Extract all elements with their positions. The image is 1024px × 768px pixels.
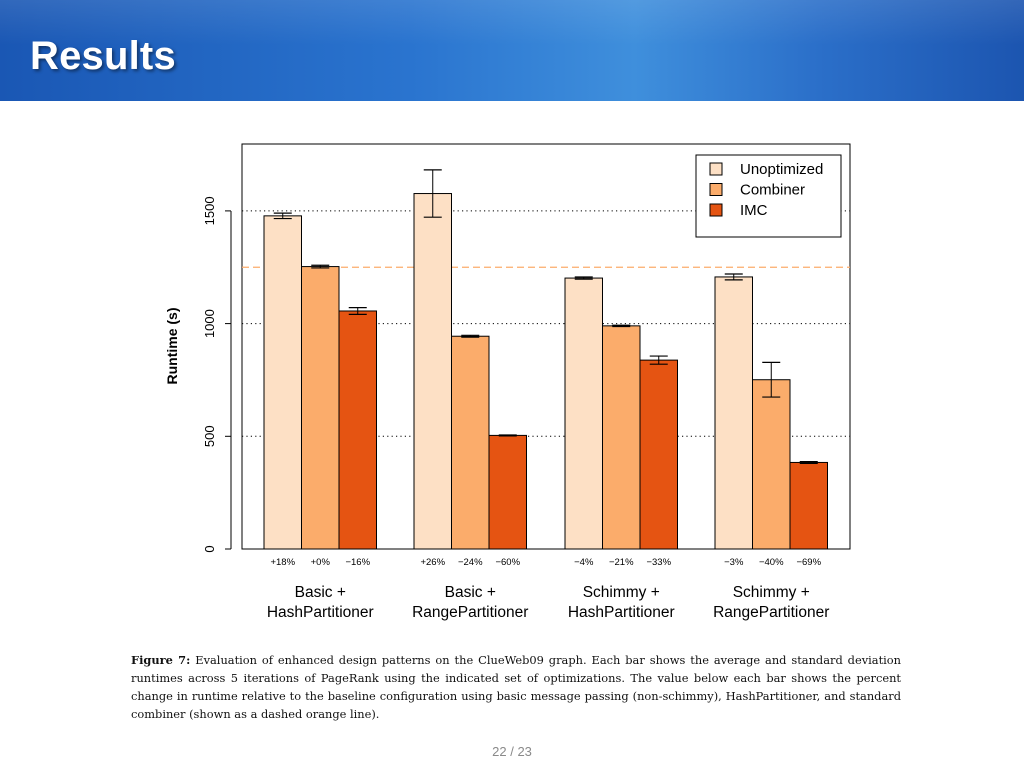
error-bar-unoptimized-2 — [423, 169, 442, 218]
error-bar-imc-3 — [649, 355, 668, 365]
pct-label-combiner-3: −21% — [609, 557, 634, 568]
error-bar-imc-2 — [498, 434, 517, 437]
error-bar-combiner-2 — [461, 334, 480, 338]
bar-imc-2 — [488, 434, 527, 550]
page-total: 23 — [517, 744, 532, 759]
category-label-3-line1: Schimmy + — [583, 584, 660, 601]
caption-label: Figure 7: — [131, 653, 191, 667]
pct-label-combiner-2: −24% — [458, 557, 483, 568]
bar-combiner-1 — [301, 266, 340, 550]
bar-imc-4 — [789, 461, 828, 550]
legend: Unoptimized Combiner IMC — [695, 154, 842, 238]
bar-combiner-2 — [451, 335, 490, 550]
legend-label-unoptimized: Unoptimized — [740, 161, 823, 178]
pct-label-imc-1: −16% — [345, 557, 370, 568]
error-bar-imc-1 — [348, 306, 367, 315]
bar-combiner-4 — [752, 379, 791, 550]
category-label-4-line2: RangePartitioner — [713, 604, 829, 621]
category-label-1-line1: Basic + — [295, 584, 346, 601]
pct-label-unoptimized-4: −3% — [724, 557, 744, 568]
bar-unoptimized-3 — [564, 277, 603, 550]
legend-swatch-imc — [709, 203, 723, 217]
bar-combiner-3 — [602, 325, 641, 550]
bar-unoptimized-4 — [714, 276, 753, 550]
pct-label-unoptimized-1: +18% — [270, 557, 295, 568]
category-label-2-line2: RangePartitioner — [412, 604, 528, 621]
figure-caption: Figure 7: Evaluation of enhanced design … — [131, 651, 901, 723]
pct-label-unoptimized-3: −4% — [574, 557, 594, 568]
bars — [263, 169, 828, 550]
category-label-1-line2: HashPartitioner — [267, 604, 374, 621]
category-label-4-line1: Schimmy + — [733, 584, 810, 601]
error-bar-unoptimized-4 — [724, 273, 743, 281]
category-label-2-line1: Basic + — [445, 584, 496, 601]
pct-label-imc-2: −60% — [495, 557, 520, 568]
y-tick-label-1000: 1000 — [202, 309, 217, 338]
legend-label-imc: IMC — [740, 202, 768, 219]
page-separator: / — [510, 744, 514, 759]
error-bar-unoptimized-1 — [273, 212, 292, 220]
legend-swatch-unoptimized — [709, 162, 723, 176]
legend-swatch-combiner — [709, 183, 723, 196]
bar-imc-1 — [338, 310, 377, 550]
bar-unoptimized-1 — [263, 215, 302, 550]
bar-imc-3 — [639, 359, 678, 550]
y-tick-label-0: 0 — [202, 545, 217, 552]
pct-label-unoptimized-2: +26% — [420, 557, 445, 568]
y-tick-label-1500: 1500 — [202, 196, 217, 225]
y-axis-label: Runtime (s) — [164, 308, 180, 385]
pct-label-combiner-4: −40% — [759, 557, 784, 568]
category-labels: +18% +26% −4% −3% +0% −24% −21% −40% −16% −60% −33… — [267, 557, 830, 621]
error-bar-unoptimized-3 — [574, 276, 593, 280]
category-label-3-line2: HashPartitioner — [568, 604, 675, 621]
bar-unoptimized-2 — [413, 193, 452, 550]
pct-label-combiner-1: +0% — [311, 557, 331, 568]
pct-label-imc-3: −33% — [646, 557, 671, 568]
error-bar-combiner-4 — [762, 361, 781, 398]
error-bar-combiner-1 — [311, 264, 330, 269]
error-bar-combiner-3 — [612, 324, 631, 328]
error-bar-imc-4 — [799, 460, 818, 464]
title-bar: Results — [0, 0, 1024, 101]
legend-label-combiner: Combiner — [740, 182, 805, 199]
y-tick-label-500: 500 — [202, 425, 217, 447]
page-number: 22 / 23 — [0, 744, 1024, 759]
caption-text: Evaluation of enhanced design patterns o… — [131, 653, 902, 721]
y-axis: 0 500 1000 1500 — [202, 196, 232, 553]
pct-label-imc-4: −69% — [796, 557, 821, 568]
page-current: 22 — [492, 744, 507, 759]
